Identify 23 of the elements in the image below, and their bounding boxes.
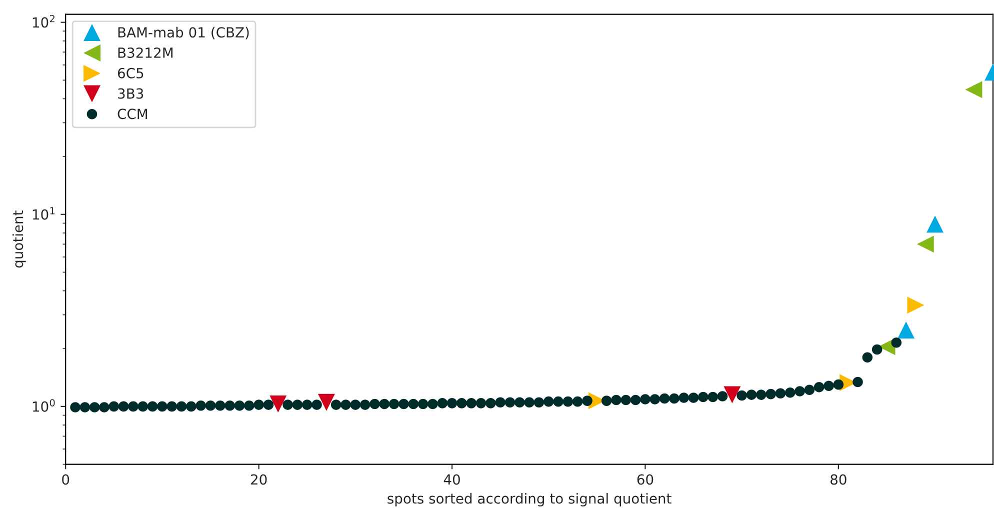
y-tick-label: 10$^{0}$: [32, 399, 55, 412]
legend-label: CCM: [118, 108, 148, 120]
point: [898, 322, 915, 339]
legend-label: B3212M: [118, 47, 172, 58]
legend-label: 3B3: [118, 88, 144, 99]
point: [926, 216, 944, 233]
point: [965, 81, 982, 98]
point: [318, 394, 335, 411]
point: [270, 395, 287, 412]
x-tick-label: 40: [444, 474, 460, 485]
y-tick-label: 10$^{1}$: [32, 207, 55, 220]
y-tick-label: 10$^{2}$: [32, 14, 54, 28]
legend-label: BAM-mab 01 (CBZ): [118, 26, 249, 40]
point: [907, 296, 924, 314]
point: [916, 236, 934, 253]
legend-label: 6C5: [118, 68, 144, 78]
x-tick-label: 80: [830, 474, 846, 485]
x-axis-title: spots sorted according to signal quotient: [388, 492, 672, 506]
x-tick-label: 60: [637, 474, 654, 485]
x-tick-label: 0: [62, 474, 70, 485]
x-tick-label: 20: [250, 474, 267, 485]
y-axis-title: quotient: [12, 210, 26, 268]
point: [724, 386, 741, 404]
